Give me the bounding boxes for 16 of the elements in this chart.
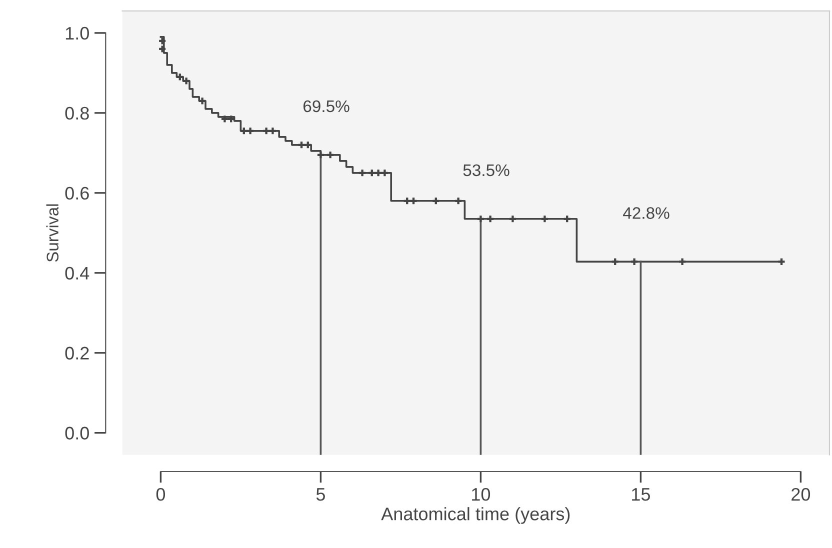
y-tick-label: 0.8 — [65, 106, 89, 120]
x-tick-label: 10 — [472, 488, 490, 501]
annotation: 42.8% — [623, 207, 670, 219]
y-tick-label: 0.0 — [65, 426, 89, 440]
x-axis-title: Anatomical time (years) — [381, 507, 570, 524]
x-tick-label: 0 — [156, 488, 166, 501]
y-tick-label: 0.4 — [65, 266, 90, 280]
y-tick-label: 1.0 — [66, 26, 89, 40]
x-tick-label: 15 — [632, 488, 650, 501]
y-axis-title: Survival — [46, 204, 58, 262]
y-tick-label: 0.2 — [65, 346, 89, 360]
annotation: 69.5% — [303, 100, 350, 112]
y-tick-label: 0.6 — [65, 186, 89, 200]
x-tick-label: 5 — [316, 488, 325, 501]
annotation: 53.5% — [463, 164, 510, 176]
x-tick-label: 20 — [792, 488, 810, 501]
